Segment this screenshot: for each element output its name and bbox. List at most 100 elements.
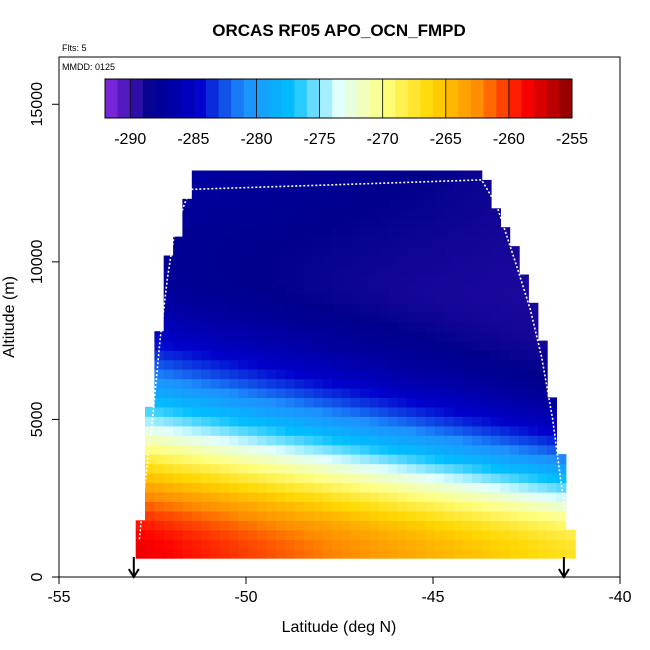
heatmap-cell — [481, 208, 492, 219]
heatmap-cell — [481, 378, 492, 389]
heatmap-cell — [378, 529, 389, 540]
heatmap-cell — [406, 198, 417, 209]
heatmap-cell — [173, 463, 184, 474]
heatmap-cell — [406, 340, 417, 351]
heatmap-cell — [332, 217, 342, 228]
heatmap-cell — [406, 293, 417, 304]
heatmap-cell — [247, 539, 258, 550]
heatmap-cell — [210, 274, 221, 285]
heatmap-cell — [322, 520, 333, 531]
heatmap-cell — [509, 435, 520, 446]
heatmap-cell — [528, 302, 539, 313]
colorbar-cell — [218, 79, 232, 118]
heatmap-cell — [369, 425, 380, 436]
heatmap-cell — [173, 520, 184, 531]
heatmap-cell — [350, 236, 361, 247]
heatmap-cell — [257, 510, 268, 521]
colorbar-tick-label: -280 — [240, 131, 272, 148]
heatmap-cell — [145, 510, 155, 521]
heatmap-cell — [509, 350, 520, 361]
heatmap-cell — [416, 463, 427, 474]
heatmap-cell — [425, 312, 436, 323]
heatmap-cell — [481, 387, 492, 398]
heatmap-cell — [434, 473, 445, 484]
heatmap-cell — [341, 208, 352, 219]
heatmap-cell — [182, 198, 193, 209]
heatmap-cell — [191, 208, 202, 219]
heatmap-cell — [294, 227, 305, 238]
heatmap-cell — [229, 340, 240, 351]
heatmap-cell — [378, 548, 389, 559]
heatmap-cell — [229, 208, 240, 219]
heatmap-cell — [360, 491, 370, 502]
heatmap-cell — [500, 283, 511, 294]
heatmap-cell — [257, 255, 268, 266]
heatmap-cell — [266, 321, 277, 332]
heatmap-cell — [285, 227, 296, 238]
heatmap-cell — [285, 340, 296, 351]
colorbar-cell — [306, 79, 320, 118]
heatmap-cell — [332, 425, 342, 436]
mmdd-label: MMDD: 0125 — [62, 62, 115, 72]
heatmap-cell — [229, 312, 240, 323]
heatmap-cell — [285, 454, 296, 465]
heatmap-cell — [388, 359, 399, 370]
heatmap-cell — [509, 491, 520, 502]
heatmap-cell — [491, 331, 501, 342]
heatmap-cell — [388, 189, 399, 200]
heatmap-cell — [173, 387, 184, 398]
heatmap-cell — [257, 378, 268, 389]
heatmap-cell — [304, 444, 314, 455]
heatmap-cell — [528, 397, 539, 408]
heatmap-cell — [229, 198, 240, 209]
heatmap-cell — [266, 454, 277, 465]
heatmap-cell — [322, 170, 333, 181]
heatmap-cell — [229, 473, 240, 484]
heatmap-cell — [425, 265, 436, 276]
heatmap-cell — [238, 548, 249, 559]
heatmap-cell — [238, 350, 249, 361]
heatmap-cell — [528, 350, 539, 361]
heatmap-cell — [472, 387, 483, 398]
heatmap-cell — [210, 170, 221, 181]
heatmap-cell — [509, 378, 520, 389]
heatmap-cell — [350, 189, 361, 200]
heatmap-cell — [322, 454, 333, 465]
heatmap-cell — [472, 274, 483, 285]
heatmap-cell — [210, 302, 221, 313]
heatmap-cell — [229, 369, 240, 380]
heatmap-cell — [332, 208, 342, 219]
heatmap-cell — [322, 501, 333, 512]
heatmap-cell — [201, 217, 211, 228]
heatmap-cell — [416, 217, 427, 228]
heatmap-cell — [453, 463, 464, 474]
heatmap-cell — [462, 501, 473, 512]
heatmap-cell — [425, 321, 436, 332]
heatmap-cell — [472, 189, 483, 200]
heatmap-cell — [519, 473, 529, 484]
heatmap-cell — [332, 454, 342, 465]
heatmap-cell — [210, 463, 221, 474]
heatmap-cell — [247, 217, 258, 228]
heatmap-cell — [210, 359, 221, 370]
heatmap-cell — [425, 189, 436, 200]
heatmap-cell — [247, 444, 258, 455]
heatmap-cell — [462, 454, 473, 465]
heatmap-cell — [462, 208, 473, 219]
heatmap-cell — [238, 416, 249, 427]
colorbar-cell — [231, 79, 245, 118]
heatmap-cell — [425, 435, 436, 446]
heatmap-cell — [341, 501, 352, 512]
plot-area — [127, 170, 576, 579]
heatmap-cell — [191, 548, 202, 559]
heatmap-cell — [528, 321, 539, 332]
heatmap-cell — [388, 217, 399, 228]
heatmap-cell — [528, 454, 539, 465]
heatmap-cell — [210, 425, 221, 436]
heatmap-cell — [332, 293, 342, 304]
heatmap-cell — [500, 473, 511, 484]
heatmap-cell — [500, 274, 511, 285]
heatmap-cell — [369, 435, 380, 446]
heatmap-cell — [350, 520, 361, 531]
colorbar-cell — [193, 79, 207, 118]
